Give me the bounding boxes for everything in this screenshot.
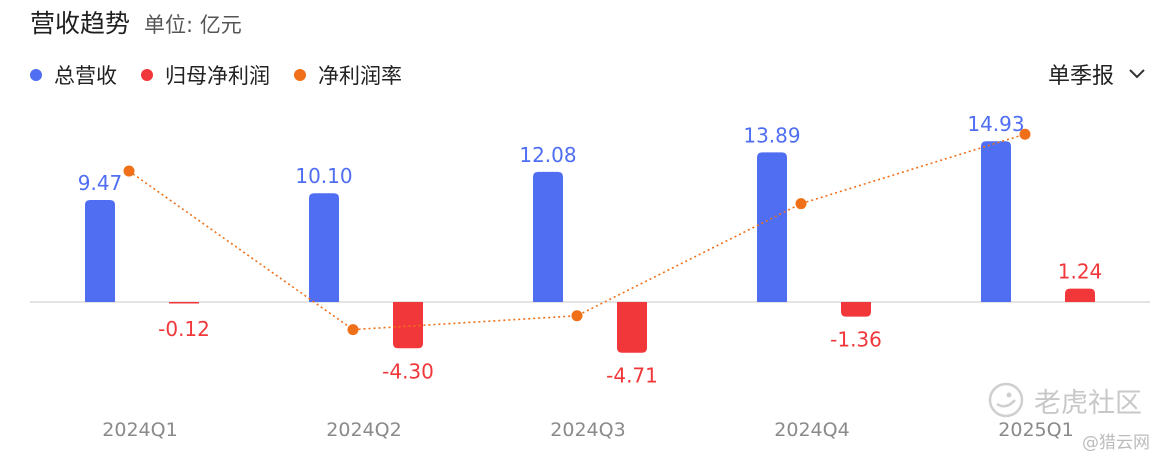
data-label-revenue: 12.08 (519, 143, 576, 167)
legend-label-net-margin: 净利润率 (318, 64, 402, 88)
bar-revenue (757, 152, 787, 302)
chart-unit: 单位: 亿元 (144, 13, 242, 37)
x-tick-label: 2025Q1 (998, 419, 1073, 441)
bar-net-profit (393, 302, 423, 349)
line-net-margin (128, 133, 1026, 331)
watermark-source: @猎云网 (1082, 433, 1150, 453)
point-net-margin (571, 310, 583, 322)
bar-revenue (309, 193, 339, 302)
x-tick-label: 2024Q1 (102, 419, 177, 441)
bar-revenue (85, 200, 115, 302)
data-label-net-profit: -0.12 (158, 317, 210, 341)
point-net-margin (347, 324, 359, 336)
bar-net-profit (169, 302, 199, 304)
chevron-down-icon (1129, 69, 1145, 79)
point-net-margin (123, 165, 135, 177)
legend-label-net-profit: 归母净利润 (165, 64, 270, 88)
legend-item-net-profit[interactable]: 归母净利润 (141, 60, 270, 90)
bar-revenue (533, 171, 563, 302)
data-label-revenue: 10.10 (295, 164, 352, 188)
bar-net-profit (617, 302, 647, 353)
legend-dot-net-margin (294, 69, 306, 81)
bar-revenue (981, 141, 1011, 302)
legend-dot-net-profit (141, 69, 153, 81)
watermark-brand: 老虎社区 (1034, 387, 1142, 419)
data-label-revenue: 13.89 (743, 123, 800, 147)
chart-header: 营收趋势 单位: 亿元 (30, 4, 242, 44)
tiger-logo-icon (988, 382, 1024, 418)
legend-dot-revenue (30, 69, 42, 81)
legend: 总营收 归母净利润 净利润率 (30, 60, 426, 90)
watermark: 老虎社区 (986, 380, 1142, 420)
x-tick-label: 2024Q4 (774, 419, 849, 441)
data-label-net-profit: -4.71 (606, 364, 658, 388)
legend-item-net-margin[interactable]: 净利润率 (294, 60, 402, 90)
bar-net-profit (841, 302, 871, 317)
point-net-margin (1019, 128, 1031, 140)
data-label-revenue: 9.47 (78, 171, 123, 195)
data-label-revenue: 14.93 (967, 112, 1024, 136)
data-label-net-profit: 1.24 (1058, 260, 1103, 284)
data-label-net-profit: -1.36 (830, 328, 882, 352)
x-tick-label: 2024Q2 (326, 419, 401, 441)
period-dropdown[interactable]: 单季报 (1048, 58, 1146, 90)
point-net-margin (795, 198, 807, 210)
bar-net-profit (1065, 288, 1095, 302)
period-dropdown-label: 单季报 (1047, 64, 1114, 89)
legend-label-revenue: 总营收 (54, 64, 117, 88)
chart-title: 营收趋势 (30, 9, 131, 38)
x-tick-label: 2024Q3 (550, 419, 625, 441)
data-label-net-profit: -4.30 (382, 359, 434, 383)
legend-item-revenue[interactable]: 总营收 (30, 60, 117, 90)
